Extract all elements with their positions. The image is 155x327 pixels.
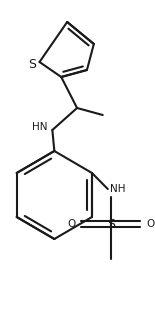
Text: HN: HN [32,122,47,132]
Text: S: S [107,217,115,231]
Text: NH: NH [110,184,125,194]
Text: O: O [146,219,154,229]
Text: S: S [29,58,37,71]
Text: O: O [67,219,75,229]
